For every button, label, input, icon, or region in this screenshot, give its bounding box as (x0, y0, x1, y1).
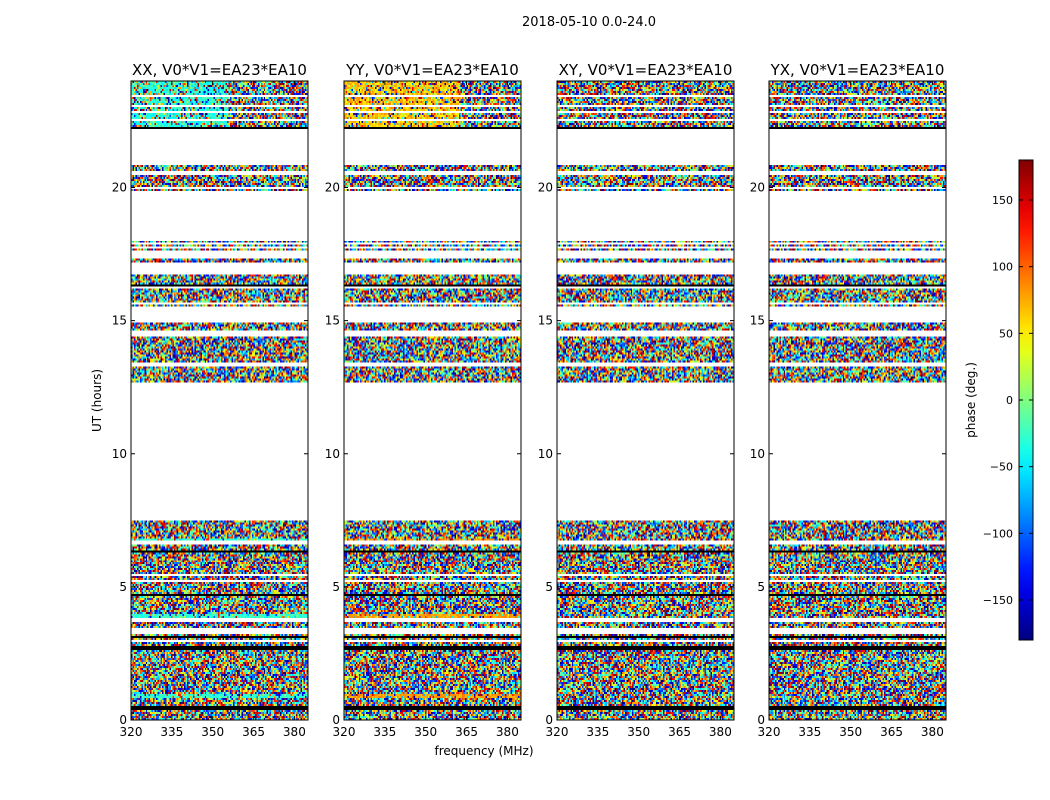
x-tick-label: 380 (496, 725, 519, 739)
plot-frame (343, 80, 522, 721)
figure-suptitle: 2018-05-10 0.0-24.0 (522, 15, 656, 30)
y-tick-label: 0 (119, 713, 127, 727)
panel-title: YX, V0*V1=EA23*EA10 (770, 61, 945, 79)
colorbar-tick-label: −100 (983, 527, 1013, 540)
phase-heatmap-image (344, 81, 521, 720)
x-tick-label: 335 (160, 725, 183, 739)
y-tick-label: 0 (757, 713, 765, 727)
y-tick-label: 15 (325, 314, 340, 328)
x-tick-label: 380 (921, 725, 944, 739)
colorbar-label: phase (deg.) (964, 362, 978, 438)
panel-title: YY, V0*V1=EA23*EA10 (345, 61, 519, 79)
y-tick-label: 10 (750, 447, 765, 461)
phase-heatmap-image (131, 81, 308, 720)
x-tick-label: 380 (283, 725, 306, 739)
y-tick-label: 10 (112, 447, 127, 461)
y-tick-label: 20 (325, 181, 340, 195)
x-tick-label: 365 (455, 725, 478, 739)
colorbar-tick-label: 150 (992, 194, 1013, 207)
y-axis-label: UT (hours) (90, 369, 104, 432)
colorbar-tick-label: −50 (990, 461, 1013, 474)
colorbar-tick-label: 50 (999, 327, 1013, 340)
x-axis-label: frequency (MHz) (434, 744, 533, 758)
x-tick-label: 350 (201, 725, 224, 739)
y-tick-label: 0 (332, 713, 340, 727)
y-tick-label: 5 (757, 580, 765, 594)
x-tick-label: 350 (414, 725, 437, 739)
x-tick-label: 320 (120, 725, 143, 739)
x-tick-label: 365 (880, 725, 903, 739)
x-tick-label: 335 (586, 725, 609, 739)
heatmap-panels: XX, V0*V1=EA23*EA10 320 335 350 365 380 0 5 10 15… (90, 61, 947, 758)
x-tick-label: 365 (668, 725, 691, 739)
y-tick-label: 10 (538, 447, 553, 461)
panel-0: XX, V0*V1=EA23*EA10 320 335 350 365 380 0 5 10 15… (90, 61, 309, 739)
colorbar: −150 −100 −50 0 50 100 150 phase (deg.) (964, 159, 1034, 641)
colorbar-tick-label: 0 (1006, 394, 1013, 407)
panel-1: YY, V0*V1=EA23*EA10 320 335 350 365 380 0 5 10 15… (325, 61, 534, 758)
y-tick-label: 15 (538, 314, 553, 328)
panel-3: YX, V0*V1=EA23*EA10 320 335 350 365 380 0 5 10 15… (750, 61, 947, 739)
x-tick-label: 380 (709, 725, 732, 739)
x-tick-label: 350 (627, 725, 650, 739)
colorbar-tick-label: 100 (992, 261, 1013, 274)
y-tick-label: 15 (112, 314, 127, 328)
y-tick-label: 5 (332, 580, 340, 594)
y-tick-label: 20 (538, 181, 553, 195)
panel-title: XX, V0*V1=EA23*EA10 (132, 61, 307, 79)
x-tick-label: 335 (373, 725, 396, 739)
x-tick-label: 320 (333, 725, 356, 739)
colorbar-tick-label: −150 (983, 594, 1013, 607)
y-tick-label: 20 (750, 181, 765, 195)
panel-2: XY, V0*V1=EA23*EA10 320 335 350 365 380 0 5 10 15… (538, 61, 735, 739)
y-tick-label: 10 (325, 447, 340, 461)
x-tick-label: 320 (546, 725, 569, 739)
y-tick-label: 0 (545, 713, 553, 727)
y-tick-label: 5 (119, 580, 127, 594)
plot-frame (768, 80, 947, 721)
x-tick-label: 365 (242, 725, 265, 739)
phase-heatmap-image (557, 81, 734, 720)
panel-title: XY, V0*V1=EA23*EA10 (559, 61, 733, 79)
y-tick-label: 15 (750, 314, 765, 328)
y-tick-label: 5 (545, 580, 553, 594)
plot-frame (556, 80, 735, 721)
plot-frame (130, 80, 309, 721)
x-tick-label: 350 (839, 725, 862, 739)
y-tick-label: 20 (112, 181, 127, 195)
phase-heatmap-image (769, 81, 946, 720)
x-tick-label: 335 (798, 725, 821, 739)
x-tick-label: 320 (758, 725, 781, 739)
